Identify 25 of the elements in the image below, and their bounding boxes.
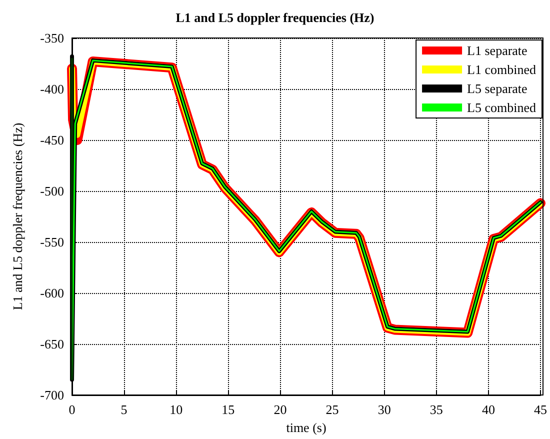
y-tick-label: -550 <box>40 234 64 250</box>
x-tick-label: 25 <box>326 402 339 417</box>
y-tick-label: -650 <box>40 336 64 352</box>
legend-label: L5 combined <box>467 100 536 115</box>
x-tick-label: 40 <box>482 402 495 417</box>
legend-label: L5 separate <box>467 81 528 96</box>
y-tick-label: -450 <box>40 132 64 148</box>
y-tick-label: -400 <box>40 82 64 96</box>
x-tick-label: 15 <box>222 402 235 417</box>
x-tick-label: 35 <box>430 402 443 417</box>
x-tick-label: 10 <box>170 402 183 417</box>
y-tick-label: -600 <box>40 286 64 300</box>
legend-label: L1 separate <box>467 43 528 58</box>
x-tick-label: 30 <box>378 402 391 417</box>
x-tick-label: 5 <box>120 402 128 417</box>
y-axis-title: L1 and L5 doppler frequencies (Hz) <box>10 122 25 310</box>
x-tick-label: 45 <box>534 402 547 417</box>
x-tick-label: 20 <box>274 402 287 417</box>
x-tick-label: 0 <box>68 402 76 417</box>
y-tick-label: -700 <box>40 388 64 402</box>
legend-label: L1 combined <box>467 62 536 77</box>
y-tick-label: -350 <box>40 30 64 46</box>
chart-title: L1 and L5 doppler frequencies (Hz) <box>176 10 374 25</box>
x-axis-title: time (s) <box>286 420 326 435</box>
y-tick-label: -500 <box>40 184 64 198</box>
